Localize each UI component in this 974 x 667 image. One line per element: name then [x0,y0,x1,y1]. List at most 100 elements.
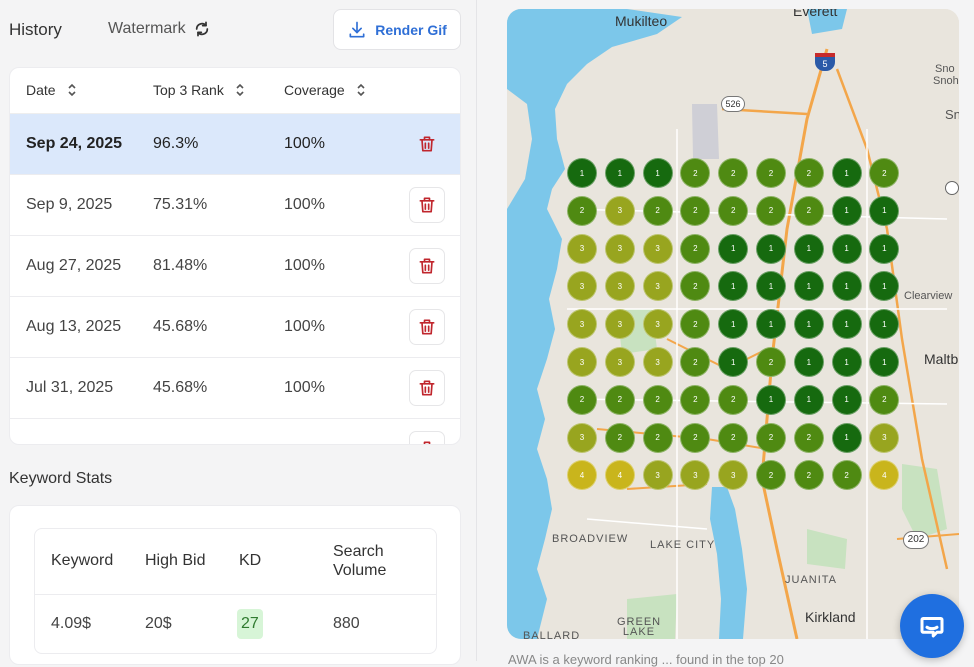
rank-dot[interactable]: 3 [567,271,597,302]
rank-dot[interactable]: 2 [680,271,711,302]
rank-map[interactable]: 5 526 202 Everett Mukilteo Clearview Mal… [507,9,959,639]
refresh-icon[interactable] [194,21,210,37]
rank-dot[interactable]: 3 [604,347,635,377]
rank-dot[interactable]: 2 [680,384,711,415]
table-row[interactable]: Sep 24, 2025 96.3% 100% [10,114,460,175]
rank-dot[interactable]: 2 [793,460,824,491]
rank-dot[interactable]: 1 [756,233,786,264]
rank-dot[interactable]: 1 [718,233,749,264]
rank-dot[interactable]: 2 [756,422,786,453]
rank-dot[interactable]: 1 [567,158,597,188]
rank-dot[interactable]: 1 [831,384,862,415]
table-row[interactable]: Aug 13, 2025 45.68% 100% [10,297,460,358]
rank-dot[interactable]: 1 [642,158,673,188]
rank-dot[interactable]: 1 [869,309,900,340]
rank-dot[interactable]: 1 [604,158,635,188]
rank-dot[interactable]: 2 [567,384,597,415]
column-coverage[interactable]: Coverage [284,82,367,98]
rank-dot[interactable]: 1 [718,271,749,302]
rank-dot[interactable]: 2 [567,195,597,226]
rank-dot[interactable]: 2 [718,384,749,415]
rank-dot[interactable]: 1 [793,384,824,415]
rank-dot[interactable]: 2 [756,460,786,491]
rank-dot[interactable]: 2 [604,422,635,453]
rank-dot[interactable]: 1 [831,158,862,188]
rank-dot[interactable]: 1 [831,422,862,453]
rank-dot[interactable]: 1 [793,347,824,377]
rank-dot[interactable]: 2 [756,195,786,226]
rank-dot[interactable]: 2 [718,195,749,226]
rank-dot[interactable]: 2 [604,384,635,415]
rank-dot[interactable]: 2 [680,158,711,188]
rank-dot[interactable]: 3 [680,460,711,491]
rank-dot[interactable]: 1 [869,233,900,264]
rank-dot[interactable]: 1 [869,347,900,377]
table-row-partial[interactable] [10,419,460,444]
rank-dot[interactable]: 2 [680,347,711,377]
rank-dot[interactable]: 1 [718,347,749,377]
rank-dot[interactable]: 2 [642,384,673,415]
rank-dot[interactable]: 2 [793,422,824,453]
rank-dot[interactable]: 2 [680,422,711,453]
table-row[interactable]: Aug 27, 2025 81.48% 100% [10,236,460,297]
rank-dot[interactable]: 2 [869,158,900,188]
rank-dot[interactable]: 3 [642,233,673,264]
rank-dot[interactable]: 1 [831,271,862,302]
rank-dot[interactable]: 2 [718,422,749,453]
rank-dot[interactable]: 2 [642,195,673,226]
rank-dot[interactable]: 1 [831,347,862,377]
rank-dot[interactable]: 1 [793,233,824,264]
watermark-toggle[interactable]: Watermark [108,20,210,38]
rank-dot[interactable]: 3 [567,233,597,264]
rank-dot[interactable]: 1 [756,309,786,340]
column-top3[interactable]: Top 3 Rank [153,82,246,98]
rank-dot[interactable]: 3 [604,271,635,302]
rank-dot[interactable]: 3 [718,460,749,491]
rank-dot[interactable]: 3 [642,271,673,302]
delete-button[interactable] [409,431,445,444]
rank-dot[interactable]: 2 [793,195,824,226]
table-row[interactable]: Sep 9, 2025 75.31% 100% [10,175,460,236]
rank-dot[interactable]: 3 [567,347,597,377]
rank-dot[interactable]: 3 [869,422,900,453]
rank-dot[interactable]: 2 [718,158,749,188]
rank-dot[interactable]: 1 [831,233,862,264]
rank-dot[interactable]: 2 [680,233,711,264]
rank-dot[interactable]: 1 [869,195,900,226]
rank-dot[interactable]: 3 [604,233,635,264]
rank-dot[interactable]: 1 [793,309,824,340]
rank-dot[interactable]: 3 [642,309,673,340]
rank-dot[interactable]: 3 [642,347,673,377]
render-gif-button[interactable]: Render Gif [333,9,461,50]
rank-dot[interactable]: 4 [869,460,900,491]
rank-dot[interactable]: 3 [567,422,597,453]
rank-dot[interactable]: 2 [756,158,786,188]
rank-dot[interactable]: 1 [718,309,749,340]
rank-dot[interactable]: 3 [642,460,673,491]
rank-dot[interactable]: 1 [869,271,900,302]
delete-button[interactable] [409,309,445,345]
column-date[interactable]: Date [26,82,78,98]
delete-button[interactable] [409,126,445,162]
chat-button[interactable] [900,594,964,658]
rank-dot[interactable]: 1 [831,195,862,226]
table-row[interactable]: Jul 31, 2025 45.68% 100% [10,358,460,419]
rank-dot[interactable]: 1 [831,309,862,340]
rank-dot[interactable]: 2 [831,460,862,491]
rank-dot[interactable]: 3 [604,309,635,340]
rank-dot[interactable]: 2 [680,309,711,340]
rank-dot[interactable]: 1 [756,384,786,415]
delete-button[interactable] [409,370,445,406]
rank-dot[interactable]: 4 [604,460,635,491]
rank-dot[interactable]: 2 [793,158,824,188]
delete-button[interactable] [409,187,445,223]
rank-dot[interactable]: 2 [642,422,673,453]
rank-dot[interactable]: 1 [793,271,824,302]
rank-dot[interactable]: 3 [604,195,635,226]
rank-dot[interactable]: 2 [869,384,900,415]
rank-dot[interactable]: 3 [567,309,597,340]
rank-dot[interactable]: 1 [756,271,786,302]
rank-dot[interactable]: 2 [756,347,786,377]
rank-dot[interactable]: 4 [567,460,597,491]
rank-dot[interactable]: 2 [680,195,711,226]
